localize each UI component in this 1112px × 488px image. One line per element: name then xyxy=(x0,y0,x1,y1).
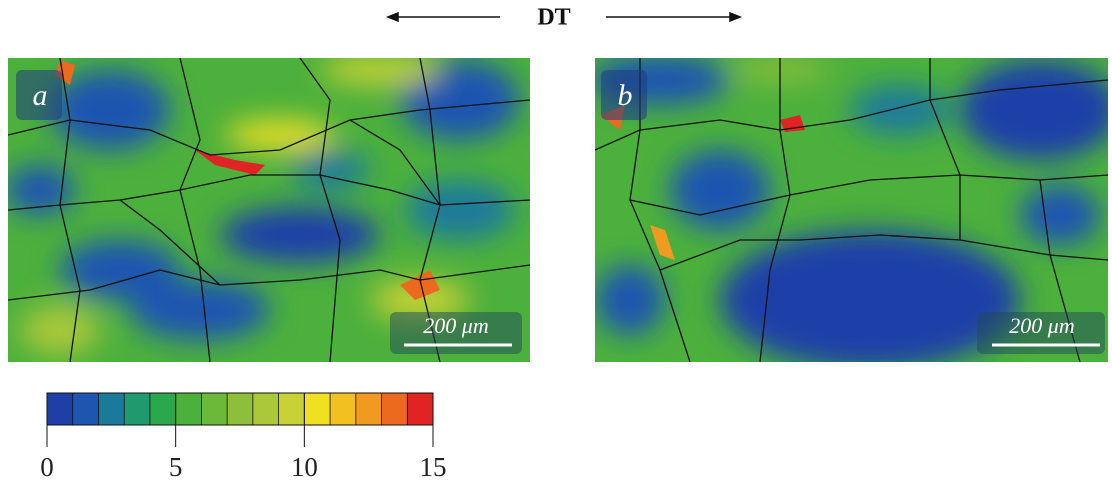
direction-label: DT xyxy=(537,5,570,31)
label-badge xyxy=(16,70,62,120)
colorbar-segment xyxy=(330,393,357,425)
colorbar-tick-label: 0 xyxy=(40,452,54,482)
direction-arrows xyxy=(385,11,743,23)
panel-label: a xyxy=(33,79,48,112)
colorbar-segment xyxy=(201,393,228,425)
colorbar-segment xyxy=(355,393,383,425)
colorbar-segment xyxy=(278,393,305,425)
colorbar-segment xyxy=(149,393,177,425)
panel-label: b xyxy=(618,79,633,112)
colorbar-segment xyxy=(98,393,125,425)
colorbar-segment xyxy=(407,393,434,425)
colorbar-tick-label: 5 xyxy=(169,452,183,482)
scale-bar-label: 200 μm xyxy=(1009,313,1074,338)
colorbar-segment xyxy=(252,393,280,425)
map-b xyxy=(595,58,1108,362)
colorbar-segment xyxy=(175,393,202,425)
colorbar-segment xyxy=(124,393,151,425)
colorbar-tick-label: 10 xyxy=(291,452,318,482)
colorbar-tick-label: 15 xyxy=(420,452,447,482)
colorbar-segment xyxy=(47,393,74,425)
colorbar: 0 5 10 15 xyxy=(40,392,447,482)
colorbar-segment xyxy=(304,393,331,425)
colorbar-segment xyxy=(381,393,408,425)
colorbar-segment xyxy=(227,393,254,425)
label-badge xyxy=(601,70,647,120)
colorbar-segment xyxy=(72,393,99,425)
scale-bar-label: 200 μm xyxy=(423,313,488,338)
map-a xyxy=(8,58,530,362)
